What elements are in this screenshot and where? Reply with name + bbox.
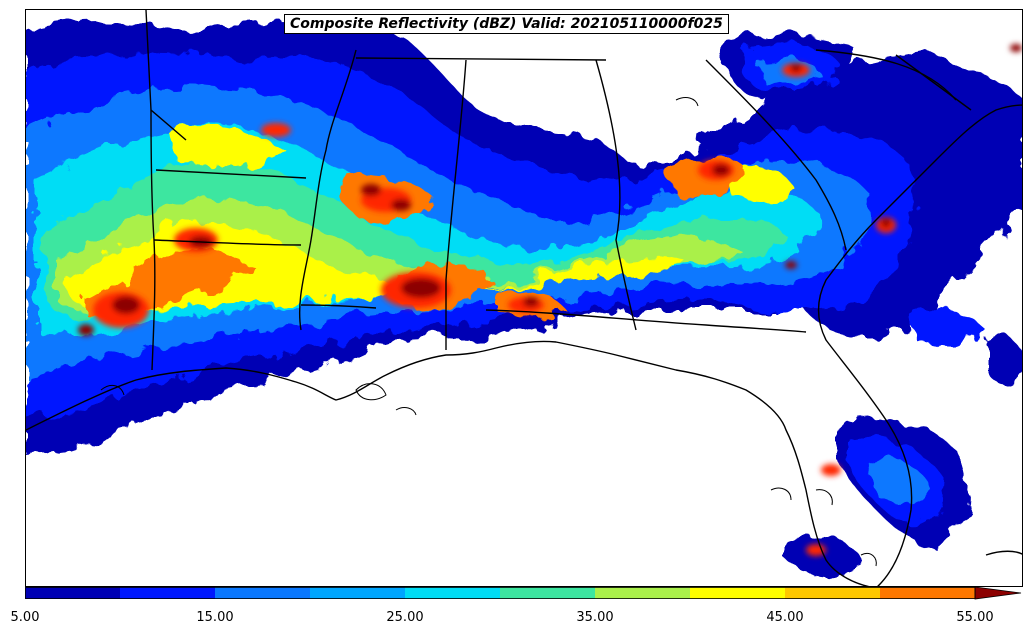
colorbar-segment [500,587,596,599]
colorbar [25,587,1022,600]
colorbar-segment [215,587,311,599]
colorbar-segment [785,587,881,599]
colorbar-segment [310,587,406,599]
colorbar-tick-label: 5.00 [10,610,40,625]
colorbar-segment [25,587,121,599]
map-panel [25,9,1023,587]
colorbar-segment [405,587,501,599]
colorbar-segment [690,587,786,599]
colorbar-extension [974,587,1022,600]
colorbar-segment [595,587,691,599]
colorbar-tick-label: 55.00 [956,610,994,625]
colorbar-frame [25,587,976,599]
colorbar-segment [120,587,216,599]
colorbar-tick-label: 45.00 [766,610,804,625]
colorbar-tick-label: 35.00 [576,610,614,625]
colorbar-tick-label: 15.00 [196,610,234,625]
colorbar-segment [880,587,976,599]
chart-title: Composite Reflectivity (dBZ) Valid: 2021… [284,14,729,34]
colorbar-tick-label: 25.00 [386,610,424,625]
coastline [26,104,1022,586]
coastal-islands [100,97,877,567]
state-boundaries [145,10,972,371]
reflectivity-map [26,10,1022,586]
